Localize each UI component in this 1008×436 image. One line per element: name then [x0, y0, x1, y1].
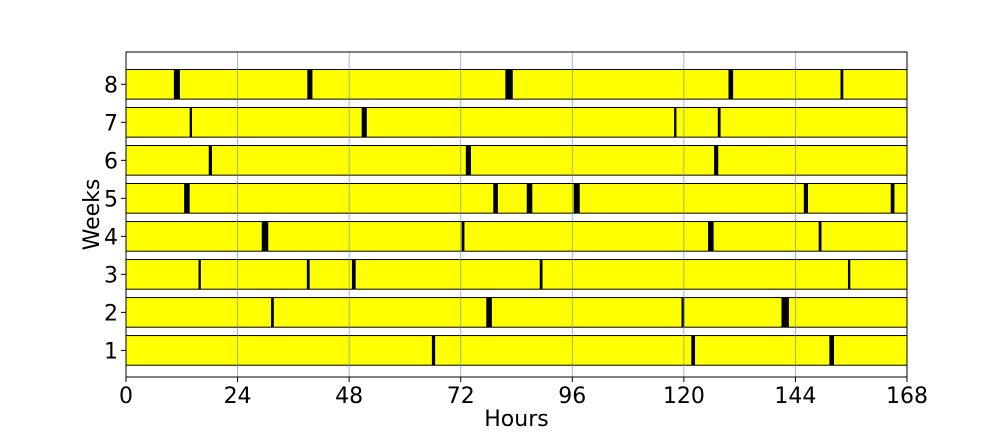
x-tick-label: 24	[224, 384, 252, 409]
gap-segment	[184, 183, 190, 214]
week-row	[125, 183, 908, 214]
plot-frame	[125, 51, 908, 378]
gap-segment	[306, 259, 310, 290]
gap-segment	[714, 145, 719, 176]
week-bar	[125, 106, 908, 138]
y-tick-label: 5	[104, 187, 118, 212]
gap-segment	[818, 221, 822, 252]
gap-segment	[728, 69, 734, 100]
week-bar	[125, 221, 908, 252]
gap-segment	[829, 335, 835, 366]
gap-segment	[573, 183, 580, 214]
gap-segment	[173, 69, 180, 100]
gap-segment	[189, 107, 193, 138]
x-tick-label: 120	[663, 384, 705, 409]
gap-segment	[465, 145, 471, 176]
plot-area-background	[126, 52, 907, 377]
week-bar	[125, 335, 908, 366]
gap-segment	[351, 259, 356, 290]
gap-segment	[361, 107, 367, 138]
x-tick-label: 72	[447, 384, 475, 409]
y-tick-label: 7	[104, 111, 118, 136]
week-row	[125, 259, 908, 290]
gap-segment	[526, 183, 533, 214]
gap-segment	[271, 297, 274, 328]
week-bar	[125, 297, 908, 328]
week-row	[125, 68, 908, 100]
y-tick-label: 8	[104, 73, 118, 98]
week-bar	[125, 68, 908, 100]
gap-segment	[493, 183, 498, 214]
gap-segment	[890, 183, 895, 214]
gap-segment	[539, 259, 543, 290]
week-row	[125, 145, 908, 176]
x-tick-label: 0	[119, 384, 133, 409]
gap-segment	[198, 259, 201, 290]
y-tick-label: 4	[104, 225, 118, 250]
gap-segment	[208, 145, 213, 176]
vertical-gridlines	[237, 52, 796, 377]
gap-segment	[674, 107, 677, 138]
week-bar	[125, 145, 908, 176]
y-tick-label: 2	[104, 301, 118, 326]
gap-segment	[840, 69, 844, 100]
week-row	[125, 297, 908, 328]
x-tick-label: 168	[886, 384, 928, 409]
y-tick-label: 3	[104, 263, 118, 288]
gap-segment	[431, 335, 436, 366]
gap-segment	[261, 221, 269, 252]
gap-segment	[781, 297, 789, 328]
bar-rows	[125, 68, 908, 366]
week-bar	[125, 183, 908, 214]
gap-segment	[307, 69, 313, 100]
gap-segment	[486, 297, 492, 328]
y-axis-ticks: 1 2 3 4 5 6 7 8	[104, 73, 126, 364]
x-tick-label: 96	[558, 384, 586, 409]
y-tick-label: 6	[104, 149, 118, 174]
week-row	[125, 221, 908, 252]
gap-segment	[505, 69, 513, 100]
x-axis-ticks: 0 24 48 72 96 120 144 168	[119, 377, 928, 409]
week-row	[125, 335, 908, 366]
week-row	[125, 106, 908, 138]
week-bar	[125, 259, 908, 290]
gap-segment	[681, 297, 685, 328]
gap-segment	[708, 221, 714, 252]
gap-segment	[803, 183, 808, 214]
gap-segment	[461, 221, 465, 252]
y-tick-label: 1	[104, 339, 118, 364]
x-axis-label: Hours	[484, 407, 548, 432]
x-tick-label: 144	[774, 384, 816, 409]
y-axis-label: Weeks	[80, 179, 105, 251]
x-tick-label: 48	[335, 384, 363, 409]
gap-segment	[847, 259, 851, 290]
gap-segment	[691, 335, 696, 366]
gap-segment	[717, 107, 721, 138]
